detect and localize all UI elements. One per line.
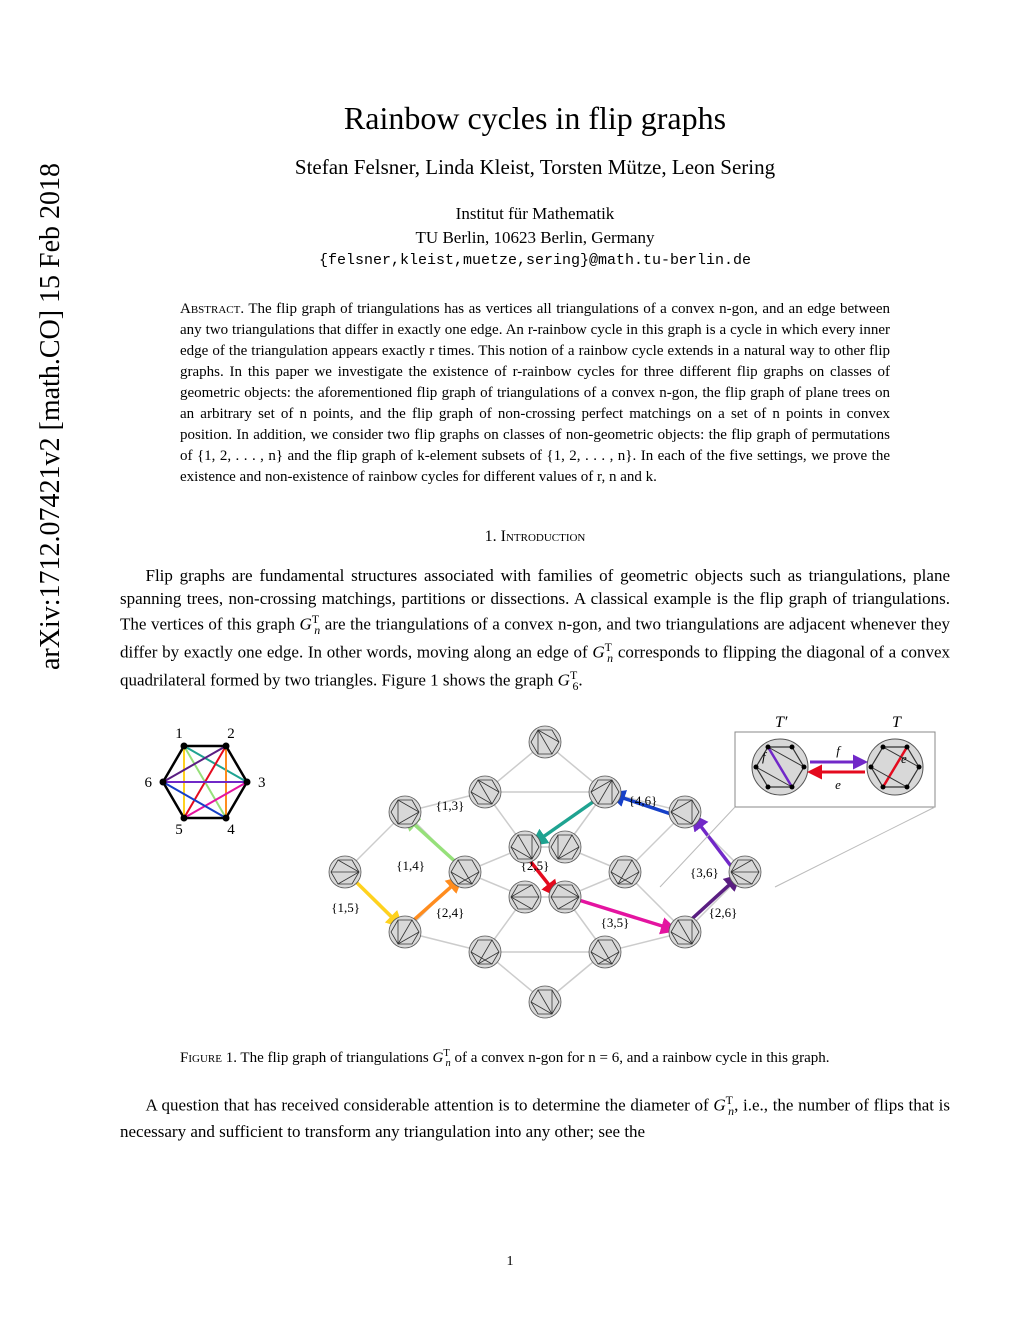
svg-text:3: 3 bbox=[258, 775, 266, 791]
abstract: Abstract. The flip graph of triangulatio… bbox=[180, 299, 890, 488]
svg-text:{4,6}: {4,6} bbox=[629, 793, 658, 808]
page-content: Rainbow cycles in flip graphs Stefan Fel… bbox=[120, 100, 950, 1143]
affiliation-line1: Institut für Mathematik bbox=[120, 202, 950, 226]
svg-text:f: f bbox=[836, 743, 842, 758]
svg-text:{2,4}: {2,4} bbox=[436, 905, 465, 920]
svg-text:1: 1 bbox=[175, 726, 183, 742]
svg-text:{1,5}: {1,5} bbox=[331, 900, 360, 915]
svg-text:T′: T′ bbox=[775, 714, 788, 731]
email: {felsner,kleist,muetze,sering}@math.tu-b… bbox=[120, 252, 950, 269]
authors: Stefan Felsner, Linda Kleist, Torsten Mü… bbox=[120, 155, 950, 180]
abstract-body: The flip graph of triangulations has as … bbox=[180, 301, 890, 485]
figure-1-caption: Figure 1. The flip graph of triangulatio… bbox=[180, 1047, 890, 1072]
svg-text:e: e bbox=[901, 751, 907, 766]
intro-paragraph-2: A question that has received considerabl… bbox=[120, 1092, 950, 1144]
affiliation-line2: TU Berlin, 10623 Berlin, Germany bbox=[120, 226, 950, 250]
intro-paragraph-1: Flip graphs are fundamental structures a… bbox=[120, 564, 950, 695]
svg-text:2: 2 bbox=[227, 726, 235, 742]
svg-text:e: e bbox=[835, 777, 841, 792]
hexagon-legend: 1 2 3 4 5 6 bbox=[145, 726, 266, 838]
svg-text:6: 6 bbox=[145, 775, 153, 791]
svg-text:{1,4}: {1,4} bbox=[396, 858, 425, 873]
page-number: 1 bbox=[0, 1254, 1020, 1270]
figure-caption-text-a: The flip graph of triangulations bbox=[237, 1050, 433, 1066]
intro-text-2a: A question that has received considerabl… bbox=[146, 1096, 714, 1115]
figure-caption-text-b: of a convex n-gon for n = 6, and a rainb… bbox=[451, 1050, 830, 1066]
svg-text:{1,3}: {1,3} bbox=[436, 798, 465, 813]
inset-flip-detail: f e f e T′ bbox=[660, 714, 935, 887]
svg-text:T: T bbox=[892, 714, 902, 731]
section-1-heading: 1. Introduction bbox=[120, 528, 950, 546]
intro-text-1d: . bbox=[578, 670, 582, 689]
figure-1: 1 2 3 4 5 6 bbox=[120, 712, 950, 1037]
arxiv-stamp: arXiv:1712.07421v2 [math.CO] 15 Feb 2018 bbox=[35, 163, 67, 670]
svg-text:{3,5}: {3,5} bbox=[601, 915, 630, 930]
svg-text:{3,6}: {3,6} bbox=[690, 865, 719, 880]
paper-title: Rainbow cycles in flip graphs bbox=[120, 100, 950, 137]
figure-caption-label: Figure 1. bbox=[180, 1050, 237, 1066]
svg-text:{2,6}: {2,6} bbox=[709, 905, 738, 920]
figure-1-svg: 1 2 3 4 5 6 bbox=[125, 712, 945, 1032]
flip-graph: {1,3} {4,6} {1,4} {2,5} {1,5} {2,4} {3,5… bbox=[331, 742, 745, 1002]
abstract-label: Abstract. bbox=[180, 301, 244, 317]
svg-text:5: 5 bbox=[175, 822, 183, 838]
svg-text:4: 4 bbox=[227, 822, 235, 838]
